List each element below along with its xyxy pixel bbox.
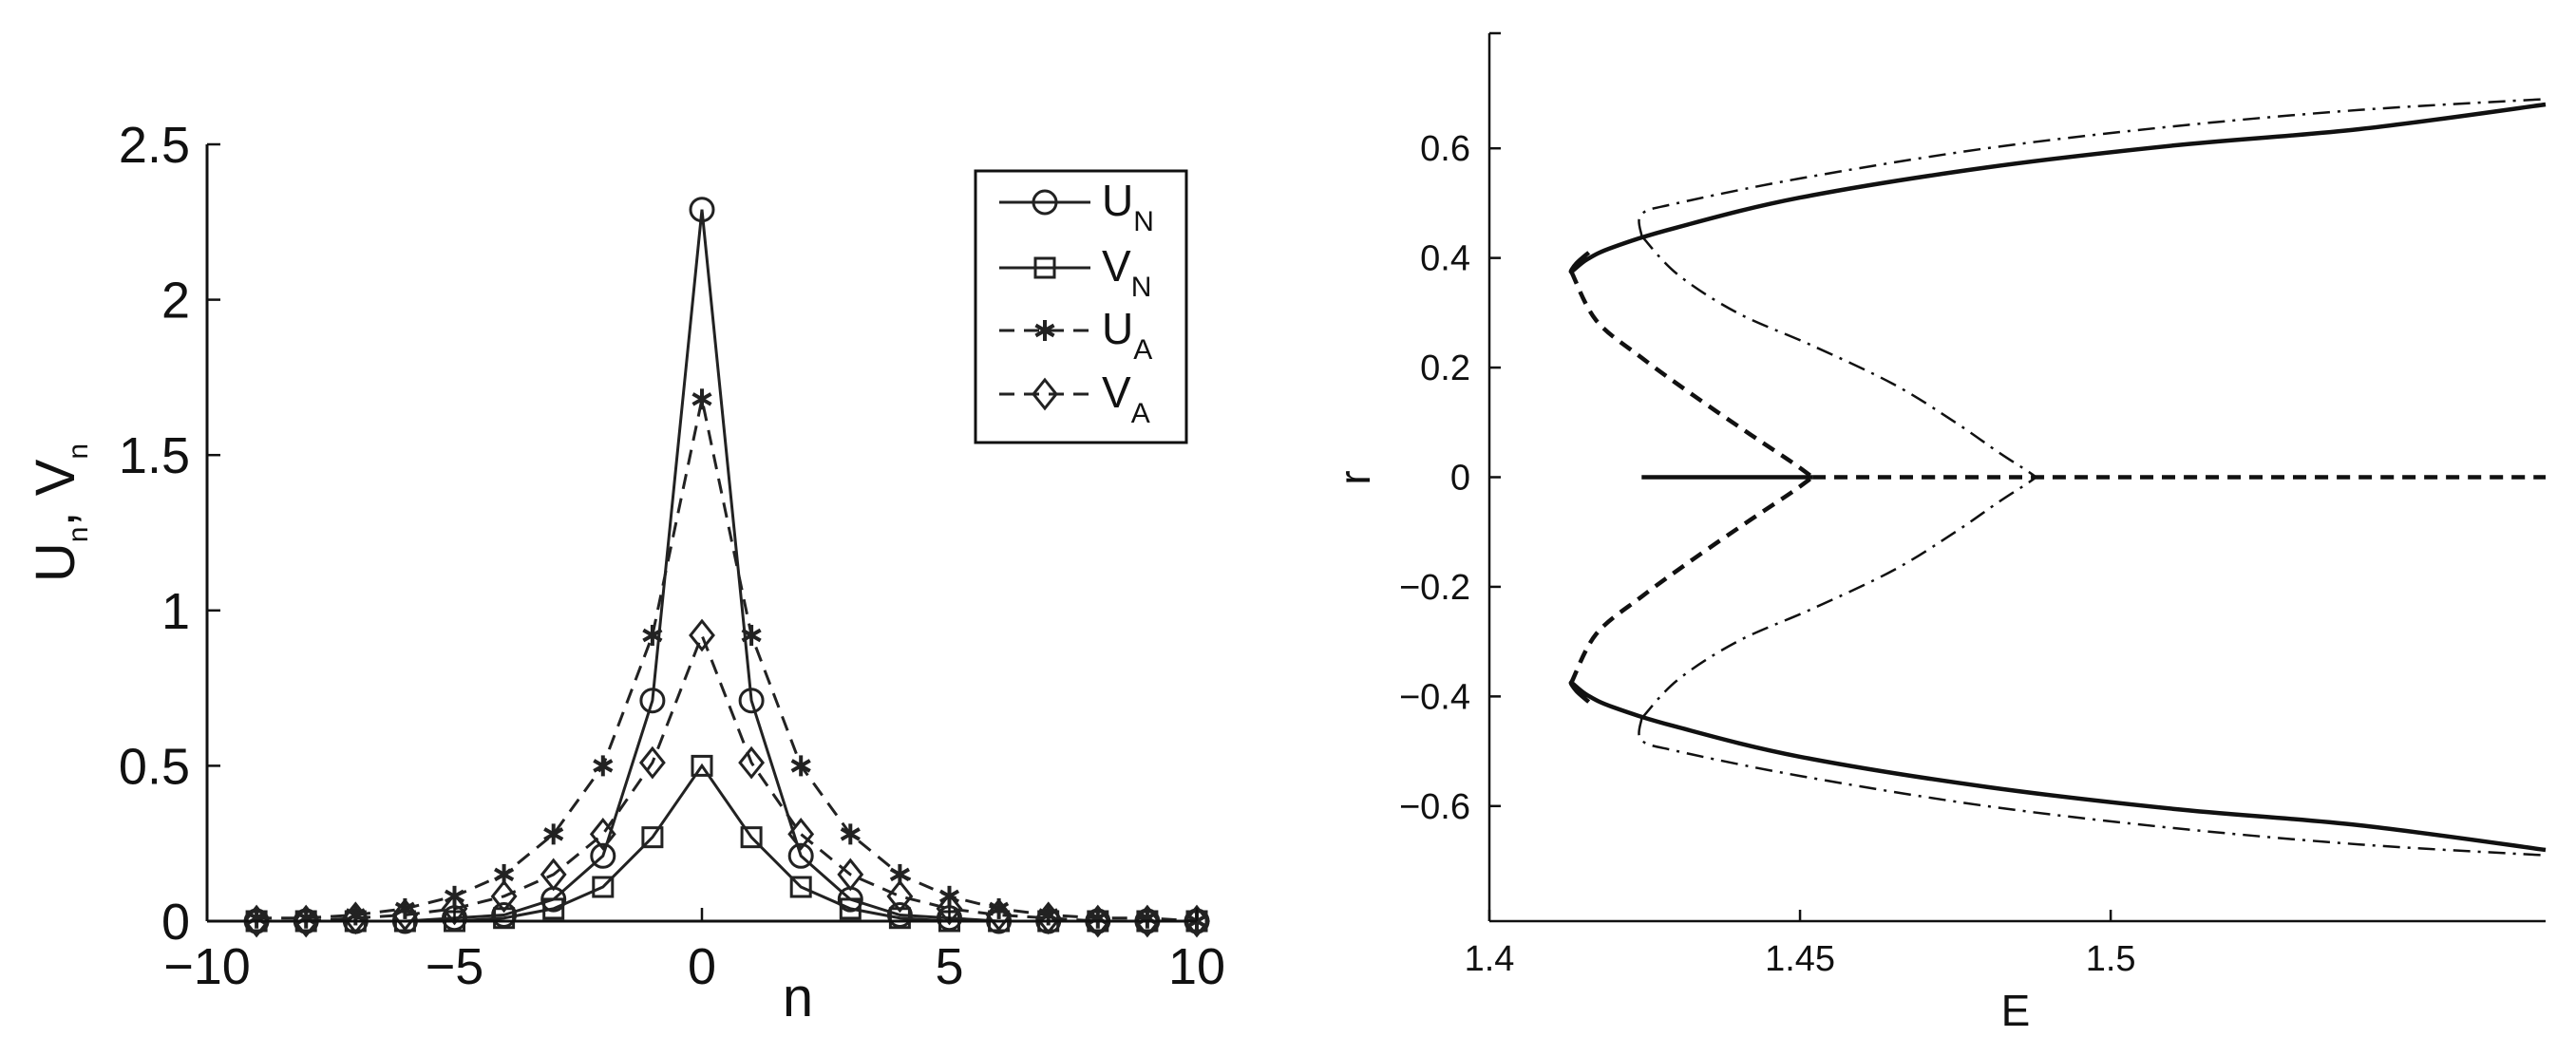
left-x-tick-label: 10 bbox=[1168, 938, 1225, 995]
point-v-a bbox=[342, 901, 369, 935]
legend-label: UA bbox=[1102, 304, 1152, 366]
branch-dashed-3 bbox=[1569, 271, 1814, 480]
point-v-a bbox=[787, 817, 815, 851]
left-y-tick-label: 1 bbox=[161, 583, 190, 640]
point-u-n bbox=[639, 688, 666, 714]
right-x-axis-label: E bbox=[2001, 986, 2031, 1035]
point-v-a bbox=[985, 898, 1013, 932]
point-v-n bbox=[542, 897, 565, 920]
point-v-n bbox=[691, 754, 713, 777]
point-u-a bbox=[840, 823, 861, 845]
point-v-a bbox=[738, 745, 766, 780]
point-u-a bbox=[543, 823, 564, 845]
legend-entry-v-n: VN bbox=[999, 241, 1151, 303]
left-x-tick-label: 5 bbox=[935, 938, 963, 995]
point-v-a bbox=[1133, 904, 1161, 938]
point-u-a bbox=[691, 388, 712, 410]
right-y-tick-label: 0.6 bbox=[1420, 129, 1470, 169]
point-v-n bbox=[839, 897, 862, 920]
right-chart: 1.4 1.45 1.5 0.6 0.4 0.2 0 −0.2 −0.4 −0.6 E r bbox=[1330, 31, 2547, 1035]
right-x-tick-label: 1.45 bbox=[1765, 939, 1835, 979]
point-u-a bbox=[790, 755, 811, 777]
branch-dashdot-9 bbox=[1638, 718, 2547, 857]
legend-marker bbox=[1034, 320, 1055, 341]
right-y-tick-label: −0.6 bbox=[1399, 787, 1470, 827]
point-v-a bbox=[391, 898, 419, 932]
legend-marker bbox=[1032, 377, 1058, 411]
series-line-u-a bbox=[256, 398, 1198, 923]
point-u-a bbox=[593, 755, 614, 777]
legend-label: VA bbox=[1102, 368, 1150, 429]
left-x-tick-label: −10 bbox=[163, 938, 251, 995]
legend-marker bbox=[1032, 189, 1058, 216]
point-v-a bbox=[1184, 904, 1210, 938]
right-y-axis-label: r bbox=[1330, 470, 1379, 484]
left-y-tick-label: 0 bbox=[161, 894, 190, 951]
point-u-a bbox=[642, 624, 663, 646]
branch-dashdot-8 bbox=[1640, 476, 2037, 720]
left-y-tick-label: 2 bbox=[161, 273, 190, 330]
point-v-a bbox=[837, 858, 864, 892]
right-y-tick-label: −0.4 bbox=[1399, 677, 1470, 717]
point-v-a bbox=[540, 858, 567, 892]
left-y-tick-label: 1.5 bbox=[119, 427, 190, 484]
right-y-tick-label: 0.4 bbox=[1420, 239, 1470, 279]
branch-dashdot-7 bbox=[1638, 98, 2547, 236]
left-y-tick-label: 0.5 bbox=[119, 738, 190, 795]
branch-dashdot-6 bbox=[1640, 235, 2037, 479]
legend-entry-u-n: UN bbox=[999, 176, 1154, 237]
point-v-a bbox=[886, 879, 914, 914]
legend-label: UN bbox=[1102, 176, 1154, 237]
left-x-tick-label: −5 bbox=[426, 938, 484, 995]
point-v-a bbox=[243, 904, 271, 938]
point-u-a bbox=[741, 624, 762, 646]
point-v-a bbox=[1084, 904, 1111, 938]
branch-dashed-5 bbox=[1569, 475, 1814, 684]
point-v-a bbox=[589, 817, 616, 851]
right-y-tick-label: 0.2 bbox=[1420, 349, 1470, 388]
point-v-a bbox=[689, 618, 715, 652]
point-u-n bbox=[738, 688, 765, 714]
legend-entry-v-a: VA bbox=[999, 368, 1150, 429]
right-y-tick-label: −0.2 bbox=[1399, 568, 1470, 608]
series-line-v-n bbox=[256, 763, 1197, 923]
point-v-a bbox=[490, 879, 518, 914]
point-v-n bbox=[641, 826, 664, 849]
point-v-a bbox=[638, 745, 666, 780]
point-v-a bbox=[293, 904, 320, 938]
legend-label: VN bbox=[1102, 241, 1151, 303]
legend-marker bbox=[1033, 256, 1056, 279]
series-line-v-a bbox=[256, 631, 1197, 923]
legend-box bbox=[974, 169, 1188, 444]
point-u-n bbox=[689, 197, 715, 223]
point-v-a bbox=[441, 892, 468, 926]
point-v-n bbox=[740, 826, 763, 849]
point-v-a bbox=[936, 892, 963, 926]
right-y-tick-label: 0 bbox=[1450, 459, 1470, 499]
branch-solid-2 bbox=[1568, 102, 2547, 274]
point-v-n bbox=[789, 876, 812, 898]
right-x-tick-label: 1.4 bbox=[1465, 939, 1515, 979]
right-x-tick-label: 1.5 bbox=[2086, 939, 2136, 979]
point-v-a bbox=[1034, 901, 1062, 935]
point-u-n bbox=[590, 842, 616, 869]
legend-entry-u-a: UA bbox=[999, 304, 1152, 366]
left-x-axis-label: n bbox=[783, 967, 813, 1028]
point-v-n bbox=[592, 876, 615, 898]
point-u-n bbox=[787, 842, 814, 869]
left-x-tick-label: 0 bbox=[688, 938, 716, 995]
left-y-tick-label: 2.5 bbox=[119, 117, 190, 174]
branch-solid-4 bbox=[1568, 680, 2547, 853]
left-y-axis-label: Un, Vn bbox=[25, 443, 94, 582]
